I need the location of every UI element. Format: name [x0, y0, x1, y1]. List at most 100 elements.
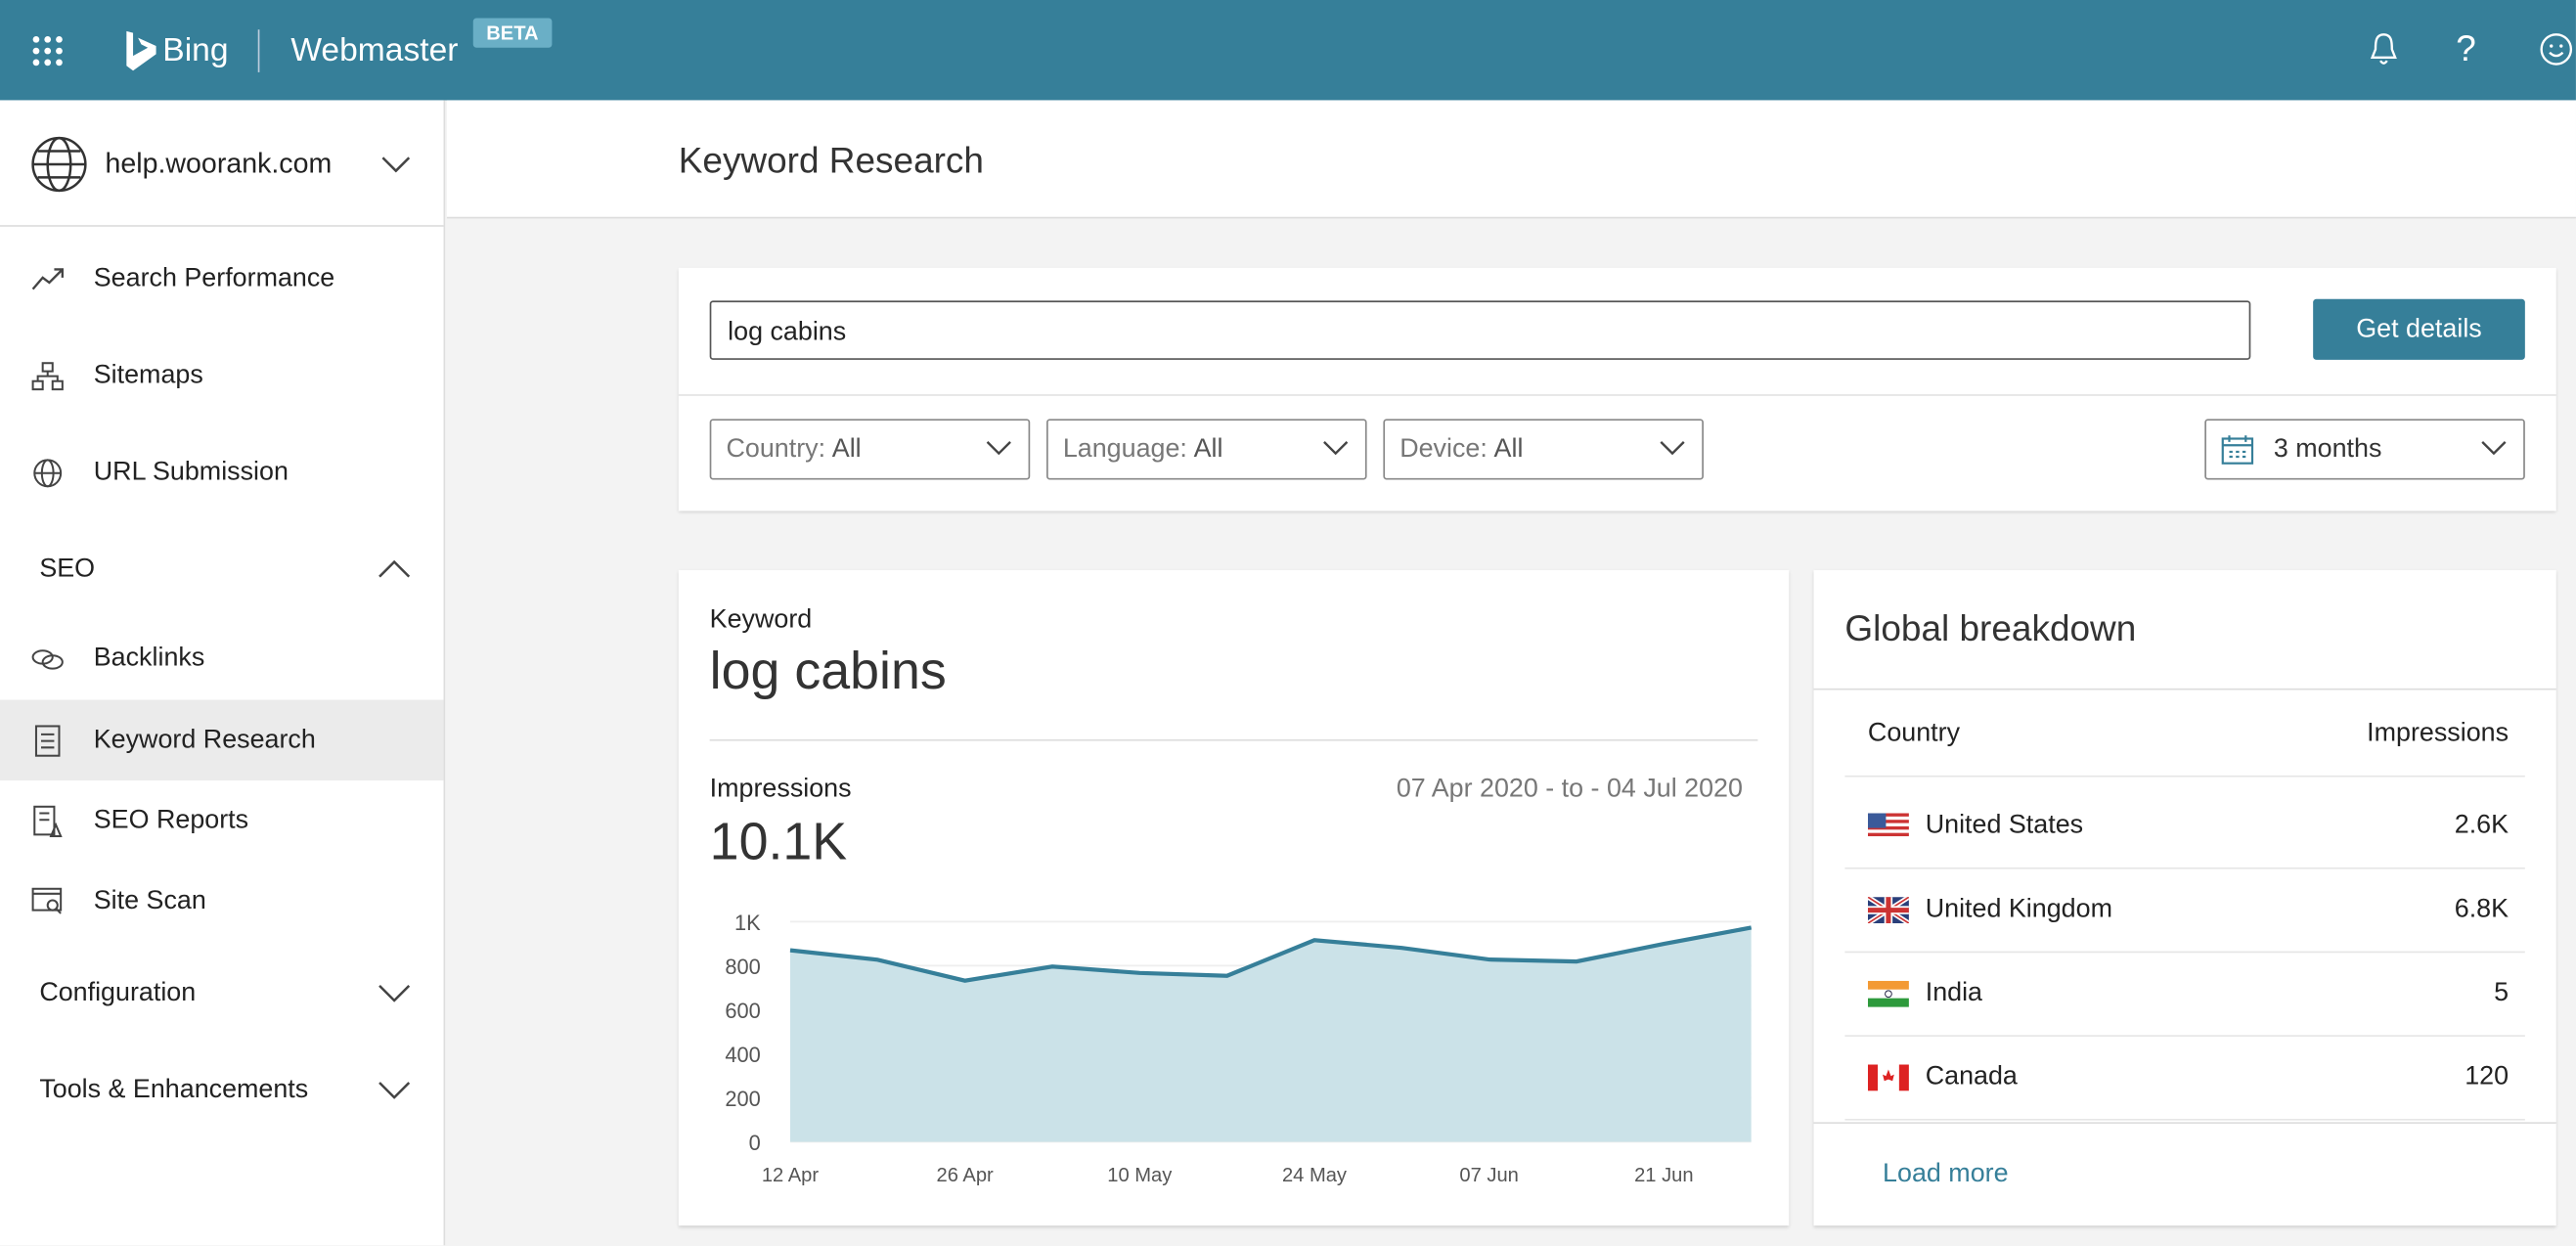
global-breakdown-title: Global breakdown [1844, 607, 2137, 649]
area-fill [789, 927, 1752, 1142]
beta-badge: BETA [472, 18, 553, 48]
x-tick-label: 12 Apr [762, 1165, 820, 1186]
help-icon[interactable]: ? [2456, 27, 2476, 69]
x-tick-label: 10 May [1107, 1165, 1173, 1186]
globe-icon [29, 456, 66, 489]
trend-icon [29, 267, 66, 290]
sidebar-item-label: Tools & Enhancements [39, 1075, 309, 1103]
filter-value: All [831, 434, 862, 463]
apps-grid-icon[interactable] [31, 34, 65, 67]
india-flag-icon [1867, 980, 1909, 1007]
sidebar-section-configuration[interactable]: Configuration [0, 953, 444, 1033]
sidebar-section-tools[interactable]: Tools & Enhancements [0, 1049, 444, 1130]
impressions-value: 2.6K [2454, 811, 2509, 840]
table-header: Country Impressions [1844, 693, 2525, 778]
report-icon [29, 804, 66, 837]
impressions-line [789, 925, 1753, 983]
language-filter-dropdown[interactable]: Language: All [1046, 419, 1367, 480]
date-range-dropdown[interactable]: 3 months [2204, 419, 2525, 480]
impressions-value: 120 [2465, 1062, 2509, 1091]
calendar-icon [2221, 434, 2254, 464]
y-tick-label: 600 [725, 999, 760, 1023]
sidebar-item-url-submission[interactable]: URL Submission [0, 432, 444, 512]
load-more-link[interactable]: Load more [1883, 1159, 2009, 1188]
x-tick-label: 26 Apr [937, 1165, 995, 1186]
date-range-value: 3 months [2273, 434, 2382, 463]
divider [257, 29, 260, 72]
sitemap-icon [29, 361, 66, 390]
y-tick-label: 1K [734, 911, 761, 935]
chevron-down-icon [1660, 441, 1685, 456]
x-tick-label: 24 May [1282, 1165, 1348, 1186]
get-details-button[interactable]: Get details [2313, 298, 2525, 360]
sidebar-item-seo-reports[interactable]: SEO Reports [0, 780, 444, 861]
page-title: Keyword Research [678, 139, 984, 181]
chevron-down-icon [1323, 441, 1349, 456]
filter-label: Country: [726, 434, 826, 463]
table-row: United Kingdom 6.8K [1844, 869, 2525, 954]
impressions-total: 10.1K [709, 811, 848, 871]
us-flag-icon [1867, 813, 1909, 840]
product-title: Webmaster [290, 32, 459, 69]
page-header: Keyword Research [446, 100, 2576, 219]
country-filter-dropdown[interactable]: Country: All [709, 419, 1031, 480]
sidebar-item-backlinks[interactable]: Backlinks [0, 618, 444, 698]
divider [678, 394, 2556, 396]
filter-label: Device: [1399, 434, 1488, 463]
impressions-value: 6.8K [2454, 895, 2509, 924]
bing-logo-icon [126, 30, 156, 71]
chevron-down-icon[interactable] [381, 156, 411, 173]
canada-flag-icon [1867, 1064, 1909, 1091]
y-tick-label: 800 [725, 955, 760, 979]
sidebar-item-site-scan[interactable]: Site Scan [0, 861, 444, 941]
sidebar-item-label: Sitemaps [93, 360, 203, 389]
chevron-down-icon [378, 984, 411, 1002]
sidebar-item-label: SEO Reports [93, 805, 249, 834]
search-input-value: log cabins [728, 318, 847, 347]
bing-label: Bing [162, 32, 229, 69]
globe-icon [31, 136, 87, 193]
link-icon [29, 646, 66, 670]
chevron-down-icon [986, 441, 1011, 456]
sidebar-item-search-performance[interactable]: Search Performance [0, 239, 444, 319]
country-name: Canada [1925, 1062, 2018, 1091]
y-tick-label: 400 [725, 1043, 760, 1067]
sidebar-item-sitemaps[interactable]: Sitemaps [0, 335, 444, 416]
chevron-up-icon [378, 559, 411, 578]
chevron-down-icon [378, 1082, 411, 1099]
sidebar-item-label: URL Submission [93, 457, 289, 486]
sidebar-item-label: Search Performance [93, 263, 335, 292]
document-icon [29, 724, 66, 757]
bell-icon[interactable] [2369, 31, 2398, 67]
table-row: United States 2.6K [1844, 785, 2525, 869]
sidebar-item-label: Backlinks [93, 643, 205, 672]
y-tick-label: 200 [725, 1087, 760, 1111]
chevron-down-icon [2481, 441, 2507, 456]
sidebar-item-label: Keyword Research [93, 725, 316, 754]
country-name: United States [1925, 811, 2084, 840]
column-header-country: Country [1867, 719, 1961, 748]
sidebar-item-keyword-research[interactable]: Keyword Research [0, 699, 444, 780]
top-bar: Bing Webmaster BETA ? [0, 0, 2576, 101]
site-selector[interactable]: help.woorank.com [0, 100, 444, 227]
filter-label: Language: [1062, 434, 1187, 463]
sidebar: help.woorank.com Search Performance Site… [0, 100, 446, 1246]
table-row: Canada 120 [1844, 1037, 2525, 1121]
impressions-chart: 0 200 400 600 800 1K 12 Apr 26 Apr 10 May 24 May 0… [725, 911, 1753, 1186]
smiley-feedback-icon[interactable] [2538, 31, 2574, 67]
y-tick-label: 0 [749, 1131, 761, 1155]
sidebar-item-label: Configuration [39, 978, 197, 1006]
divider [1813, 1122, 2556, 1124]
impressions-label: Impressions [709, 775, 852, 804]
sidebar-item-label: Site Scan [93, 886, 206, 914]
site-name: help.woorank.com [105, 148, 333, 180]
device-filter-dropdown[interactable]: Device: All [1383, 419, 1704, 480]
filter-value: All [1493, 434, 1524, 463]
date-range-text: 07 Apr 2020 - to - 04 Jul 2020 [1396, 775, 1743, 804]
keyword-search-input[interactable]: log cabins [709, 300, 2251, 360]
x-tick-label: 21 Jun [1634, 1165, 1693, 1186]
sidebar-section-seo[interactable]: SEO [0, 529, 444, 609]
country-name: India [1925, 979, 1983, 1007]
divider [1813, 688, 2556, 690]
impressions-value: 5 [2494, 979, 2509, 1007]
